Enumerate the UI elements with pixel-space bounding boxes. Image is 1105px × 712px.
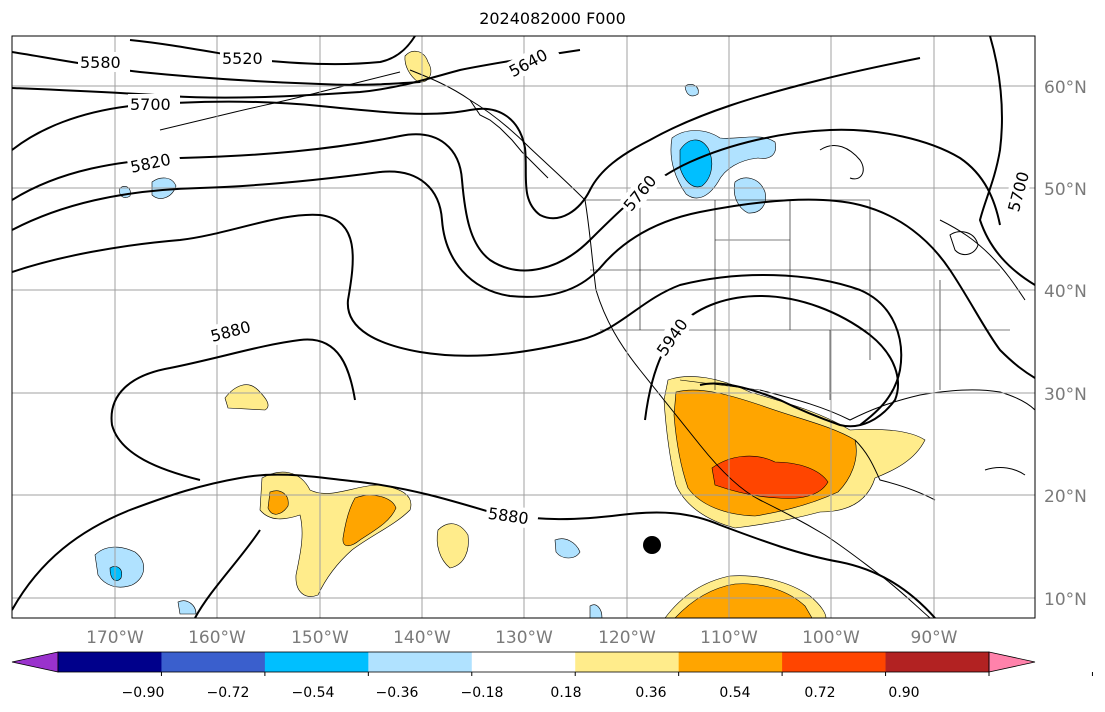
lon-label: 90°W xyxy=(911,628,958,648)
lon-label: 110°W xyxy=(700,628,758,648)
lon-label: 150°W xyxy=(291,628,349,648)
field-orange-pacific xyxy=(342,495,397,547)
lon-label: 140°W xyxy=(393,628,451,648)
colorbar-tick-label: −0.54 xyxy=(292,685,335,701)
coast-bc-islands xyxy=(469,99,549,179)
field-blue-light-7 xyxy=(589,604,603,618)
contour-label: 5580 xyxy=(80,53,121,72)
coastlines xyxy=(159,69,1035,618)
colorbar-segment xyxy=(368,652,473,672)
field-yellow-small xyxy=(224,384,269,411)
lon-label: 120°W xyxy=(598,628,656,648)
colorbar-tick-label: −0.18 xyxy=(461,685,504,701)
colorbar-tick-label: 0.18 xyxy=(550,685,581,701)
colorbar-segment xyxy=(58,652,162,672)
contour-5700-west xyxy=(12,57,921,220)
colorbar-segment xyxy=(264,652,369,672)
contour-label: 5520 xyxy=(222,49,263,68)
coast-alaska xyxy=(159,71,401,131)
colorbar xyxy=(11,651,1093,676)
lon-label: 100°W xyxy=(802,628,860,648)
field-blue-light-hawaii xyxy=(94,546,144,588)
contour-5820 xyxy=(12,170,1035,379)
colorbar-tick-label: 0.90 xyxy=(888,685,919,701)
colorbar-tick-label: 0.72 xyxy=(804,685,835,701)
lat-label: 10°N xyxy=(1044,590,1087,610)
map-title: 2024082000 F000 xyxy=(479,9,626,28)
colorbar-tick-label: −0.72 xyxy=(207,685,250,701)
contour-5880 xyxy=(12,213,903,426)
colorbar-tick-label: 0.54 xyxy=(719,685,750,701)
contour-5700-east xyxy=(978,36,1035,286)
lat-label: 50°N xyxy=(1044,180,1087,200)
lat-label: 40°N xyxy=(1044,282,1087,302)
colorbar-tick-label: −0.90 xyxy=(122,685,165,701)
colorbar-segment xyxy=(885,652,990,672)
coast-gulf xyxy=(759,389,1035,421)
great-lakes xyxy=(949,231,979,256)
field-orange-pacific-2 xyxy=(267,490,289,515)
graticule xyxy=(12,36,1035,618)
colorbar-segment xyxy=(782,652,887,672)
caribbean-islands xyxy=(984,467,1026,476)
contour-label: 5700 xyxy=(130,95,171,114)
coast-east xyxy=(939,219,1026,301)
colorbar-tick-label: 0.36 xyxy=(635,685,666,701)
lat-label: 60°N xyxy=(1044,78,1087,98)
map-frame xyxy=(11,35,1036,619)
contour-5880-south xyxy=(110,338,356,481)
field-orange-south xyxy=(674,583,813,618)
longitude-labels: 170°W 160°W 150°W 140°W 130°W 120°W 110°… xyxy=(86,628,958,648)
colorbar-extend-low xyxy=(11,651,59,673)
coast-hudson xyxy=(819,145,864,180)
lon-label: 170°W xyxy=(86,628,144,648)
colorbar-tick-label: −0.36 xyxy=(376,685,419,701)
field-yellow-north xyxy=(404,50,432,83)
colorbar-segment xyxy=(471,652,576,672)
field-blue-bc xyxy=(679,139,713,188)
contour-5520 xyxy=(129,36,416,66)
field-blue-light-6 xyxy=(177,600,197,615)
colorbar-segment xyxy=(575,652,680,672)
contour-5580 xyxy=(12,51,421,86)
lon-label: 160°W xyxy=(188,628,246,648)
coast-north-america xyxy=(409,69,931,618)
contour-5640 xyxy=(12,49,581,99)
lon-label: 130°W xyxy=(495,628,553,648)
contour-south-arc xyxy=(194,529,261,618)
lat-label: 20°N xyxy=(1044,487,1087,507)
colorbar-extend-high xyxy=(988,651,1036,673)
height-contours xyxy=(12,36,1035,618)
colorbar-outline xyxy=(57,651,990,673)
field-blue-light-8 xyxy=(684,84,699,97)
field-yellow-small-2 xyxy=(436,523,469,569)
lat-label: 30°N xyxy=(1044,385,1087,405)
colorbar-segment xyxy=(161,652,266,672)
contour-5760 xyxy=(12,128,1001,272)
storm-center-dot xyxy=(643,536,661,554)
latitude-labels: 60°N 50°N 40°N 30°N 20°N 10°N xyxy=(1044,78,1087,610)
colorbar-segment xyxy=(678,652,783,672)
field-blue-light-3 xyxy=(554,538,581,559)
coast-yucatan xyxy=(854,439,936,501)
colorbar-ticks: −0.90 −0.72 −0.54 −0.36 −0.18 0.18 0.36 … xyxy=(122,685,920,701)
